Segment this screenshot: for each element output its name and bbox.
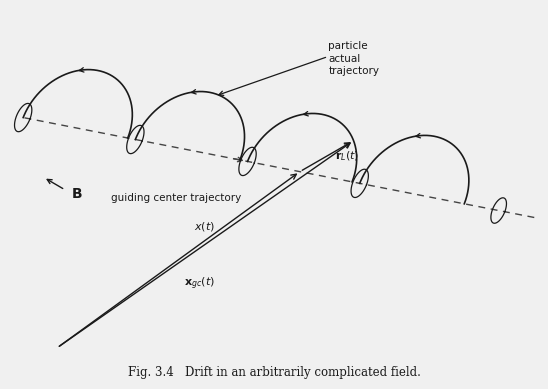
Text: $\mathbf{B}$: $\mathbf{B}$ [71, 187, 82, 202]
Text: $x(t)$: $x(t)$ [195, 220, 215, 233]
Text: $\mathbf{r}_L(t)$: $\mathbf{r}_L(t)$ [335, 149, 359, 163]
Text: particle
actual
trajectory: particle actual trajectory [328, 41, 379, 76]
Text: $\mathbf{x}_{gc}(t)$: $\mathbf{x}_{gc}(t)$ [184, 275, 215, 291]
Text: guiding center trajectory: guiding center trajectory [111, 193, 242, 203]
Text: Fig. 3.4   Drift in an arbitrarily complicated field.: Fig. 3.4 Drift in an arbitrarily complic… [128, 366, 420, 378]
